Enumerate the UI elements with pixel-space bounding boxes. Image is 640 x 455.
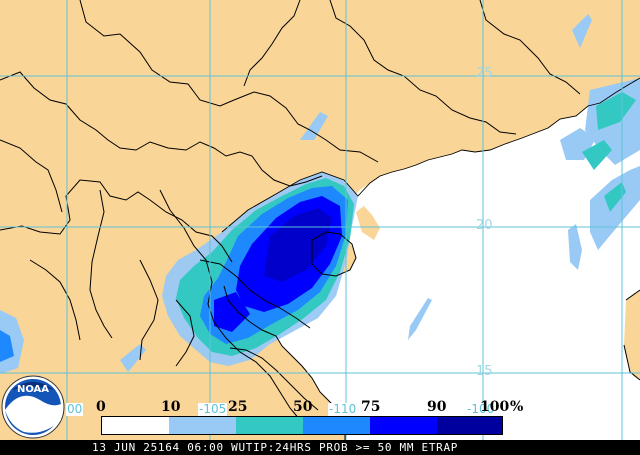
legend-tick-label: 90 — [427, 399, 447, 415]
precip-band-light — [408, 298, 432, 340]
longitude-label: -100 — [466, 402, 496, 416]
precip-band-medium-blue — [0, 330, 14, 362]
latitude-label: 20 — [476, 218, 493, 233]
precip-band-light — [590, 166, 640, 250]
precip-band-light — [572, 14, 592, 48]
legend-swatch — [303, 417, 370, 434]
island — [624, 290, 640, 380]
noaa-logo: NOAA — [1, 375, 65, 439]
legend-swatch — [169, 417, 236, 434]
legend-swatch — [370, 417, 437, 434]
precip-band-teal — [582, 140, 612, 170]
precip-band-teal — [596, 92, 636, 130]
precip-band-teal — [604, 182, 626, 212]
longitude-label: -110 — [328, 402, 358, 416]
legend-tick-label: 25 — [228, 399, 248, 415]
legend-swatch — [102, 417, 169, 434]
legend-tick-label: 100 — [480, 399, 510, 415]
lat-lon-grid — [0, 0, 640, 440]
latitude-label: 15 — [476, 364, 493, 379]
longitude-label: 00 — [66, 402, 84, 416]
land-mass — [0, 0, 640, 440]
footer-caption-bar: 13 JUN 25164 06:00 WUTIP:24HRS PROB >= 5… — [0, 440, 640, 455]
precip-band-light — [568, 224, 582, 270]
latitude-label: 25 — [476, 66, 493, 81]
legend-swatch — [437, 417, 502, 434]
legend-swatch — [236, 417, 303, 434]
legend-tick-label: 0 — [96, 399, 106, 415]
longitude-label: -105 — [198, 402, 228, 416]
precip-band-light — [300, 112, 328, 140]
legend-tick-label: 50 — [293, 399, 313, 415]
precip-band-blue — [214, 292, 250, 332]
island — [356, 206, 380, 240]
legend-color-bar — [101, 416, 503, 435]
precip-band-light — [120, 344, 146, 372]
precipitation-probability-map — [0, 0, 640, 440]
legend-tick-label: 75 — [361, 399, 381, 415]
noaa-logo-text: NOAA — [17, 384, 49, 395]
legend-tick-label: 10 — [161, 399, 181, 415]
legend-unit-label: % — [510, 399, 524, 415]
footer-caption: 13 JUN 25164 06:00 WUTIP:24HRS PROB >= 5… — [92, 441, 459, 454]
